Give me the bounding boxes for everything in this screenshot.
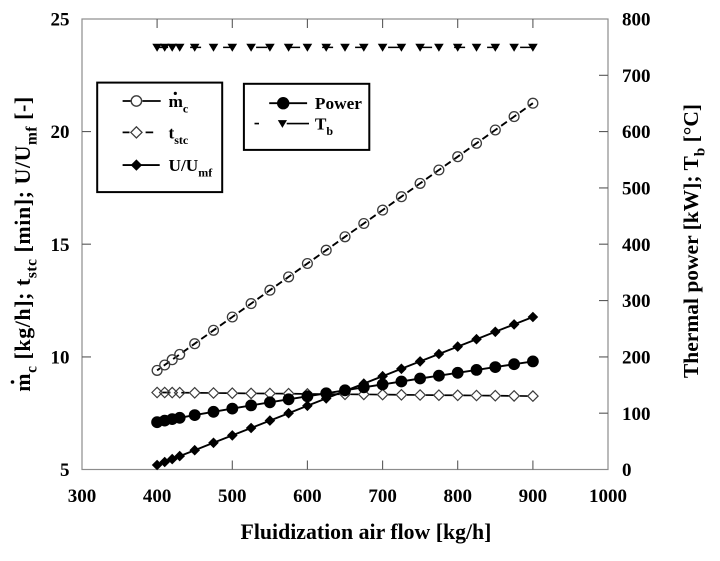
svg-text:600: 600 [293, 486, 322, 507]
svg-text:0: 0 [622, 460, 632, 481]
svg-text:400: 400 [622, 235, 651, 256]
svg-text:Power: Power [315, 94, 362, 113]
svg-text:800: 800 [622, 10, 651, 31]
svg-text:25: 25 [51, 10, 70, 31]
svg-text:500: 500 [218, 486, 247, 507]
svg-text:700: 700 [368, 486, 397, 507]
svg-text:300: 300 [68, 486, 97, 507]
svg-text:400: 400 [143, 486, 172, 507]
svg-text:10: 10 [51, 348, 70, 369]
svg-text:600: 600 [622, 122, 651, 143]
svg-text:500: 500 [622, 179, 651, 200]
svg-text:5: 5 [60, 460, 70, 481]
svg-text:800: 800 [443, 486, 472, 507]
svg-text:1000: 1000 [589, 486, 627, 507]
svg-text:200: 200 [622, 348, 651, 369]
svg-text:100: 100 [622, 404, 651, 425]
svg-text:mc [kg/h]; tstc [min]; U/Umf: mc [kg/h]; tstc [min]; U/Umf [-] [10, 96, 41, 392]
svg-text:15: 15 [51, 235, 70, 256]
svg-text:700: 700 [622, 66, 651, 87]
svg-text:300: 300 [622, 291, 651, 312]
svg-text:Fluidization air flow [kg/h]: Fluidization air flow [kg/h] [241, 520, 492, 544]
svg-text:900: 900 [519, 486, 548, 507]
svg-text:20: 20 [51, 122, 70, 143]
